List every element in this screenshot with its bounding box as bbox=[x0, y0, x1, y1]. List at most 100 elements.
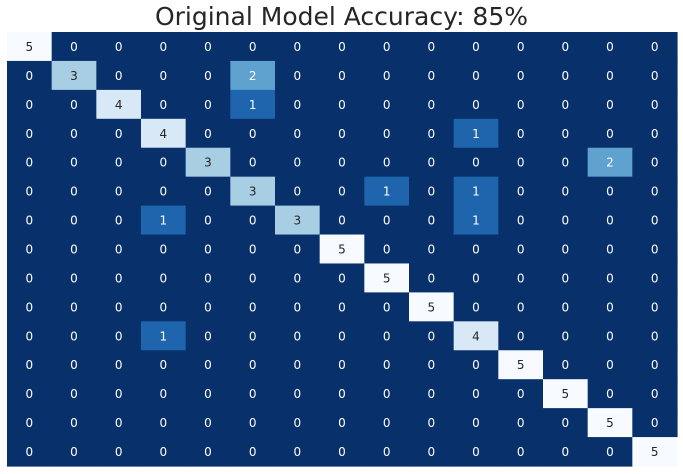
heatmap-cell-r12-c6 bbox=[275, 379, 321, 409]
cell-label-r14-c8: 0 bbox=[383, 445, 391, 459]
cell-label-r13-c11: 0 bbox=[517, 416, 525, 430]
heatmap-cell-r5-c12 bbox=[543, 176, 589, 207]
cell-label-r8-c11: 0 bbox=[517, 271, 525, 285]
cell-label-r7-c4: 0 bbox=[204, 243, 212, 257]
heatmap-cell-r11-c8 bbox=[364, 350, 410, 380]
heatmap-cell-r3-c0 bbox=[7, 118, 53, 149]
cell-label-r4-c3: 0 bbox=[160, 156, 168, 170]
heatmap-cell-r3-c7 bbox=[319, 118, 365, 149]
heatmap-cell-r9-c5 bbox=[230, 292, 276, 322]
heatmap-cell-r9-c6 bbox=[275, 292, 321, 322]
cell-label-r0-c12: 0 bbox=[562, 40, 570, 54]
cell-label-r3-c0: 0 bbox=[26, 127, 34, 141]
cell-label-r6-c6: 3 bbox=[294, 214, 302, 228]
heatmap-cell-r12-c12 bbox=[543, 379, 589, 409]
cell-label-r0-c10: 0 bbox=[472, 40, 480, 54]
heatmap-cell-r12-c9 bbox=[409, 379, 455, 409]
cell-label-r11-c4: 0 bbox=[204, 358, 212, 372]
cell-label-r4-c11: 0 bbox=[517, 156, 525, 170]
heatmap-cell-r1-c13 bbox=[587, 60, 633, 91]
cell-label-r7-c11: 0 bbox=[517, 243, 525, 257]
cell-label-r12-c11: 0 bbox=[517, 387, 525, 401]
heatmap-cell-r7-c4 bbox=[185, 234, 231, 265]
cell-label-r14-c13: 0 bbox=[606, 445, 614, 459]
heatmap-cell-r10-c13 bbox=[587, 321, 633, 351]
heatmap-cell-r10-c6 bbox=[275, 321, 321, 351]
heatmap-cell-r7-c6 bbox=[275, 234, 321, 265]
cell-label-r14-c5: 0 bbox=[249, 445, 257, 459]
heatmap-cell-r0-c1 bbox=[51, 32, 97, 62]
heatmap-cell-r3-c12 bbox=[543, 118, 589, 149]
cell-label-r14-c2: 0 bbox=[115, 445, 123, 459]
cell-label-r13-c2: 0 bbox=[115, 416, 123, 430]
cell-label-r0-c8: 0 bbox=[383, 40, 391, 54]
cell-label-r3-c4: 0 bbox=[204, 127, 212, 141]
heatmap-cell-r3-c5 bbox=[230, 118, 276, 149]
cell-label-r14-c0: 0 bbox=[26, 445, 34, 459]
cell-label-r8-c10: 0 bbox=[472, 271, 480, 285]
cell-label-r13-c5: 0 bbox=[249, 416, 257, 430]
heatmap-cell-r6-c4 bbox=[185, 205, 231, 236]
heatmap-cell-r12-c14 bbox=[632, 379, 678, 409]
heatmap-cell-r4-c7 bbox=[319, 147, 365, 178]
cell-label-r6-c5: 0 bbox=[249, 214, 257, 228]
heatmap-cell-r8-c9 bbox=[409, 263, 455, 293]
cell-label-r12-c5: 0 bbox=[249, 387, 257, 401]
heatmap-cell-r7-c1 bbox=[51, 234, 97, 265]
cell-label-r10-c10: 4 bbox=[472, 329, 480, 343]
heatmap-cell-r6-c1 bbox=[51, 205, 97, 236]
cell-label-r0-c6: 0 bbox=[294, 40, 302, 54]
heatmap-cell-r6-c14 bbox=[632, 205, 678, 236]
cell-label-r9-c0: 0 bbox=[26, 300, 34, 314]
cell-label-r11-c0: 0 bbox=[26, 358, 34, 372]
heatmap-cell-r10-c12 bbox=[543, 321, 589, 351]
heatmap-cell-r4-c13 bbox=[587, 147, 633, 178]
cell-label-r5-c3: 0 bbox=[160, 185, 168, 199]
heatmap-cell-r4-c8 bbox=[364, 147, 410, 178]
cell-label-r4-c2: 0 bbox=[115, 156, 123, 170]
heatmap-cell-r7-c9 bbox=[409, 234, 455, 265]
cell-label-r1-c11: 0 bbox=[517, 69, 525, 83]
heatmap-cell-r5-c6 bbox=[275, 176, 321, 207]
heatmap-cell-r5-c13 bbox=[587, 176, 633, 207]
cell-label-r14-c9: 0 bbox=[428, 445, 436, 459]
cell-label-r13-c14: 0 bbox=[651, 416, 659, 430]
cell-label-r0-c11: 0 bbox=[517, 40, 525, 54]
heatmap-cell-r8-c1 bbox=[51, 263, 97, 293]
cell-label-r3-c12: 0 bbox=[562, 127, 570, 141]
heatmap-cell-r7-c8 bbox=[364, 234, 410, 265]
cell-label-r1-c13: 0 bbox=[606, 69, 614, 83]
heatmap-cell-r8-c4 bbox=[185, 263, 231, 293]
heatmap-cell-r14-c7 bbox=[319, 437, 365, 467]
cell-label-r14-c12: 0 bbox=[562, 445, 570, 459]
cell-label-r11-c1: 0 bbox=[70, 358, 78, 372]
heatmap-cell-r11-c5 bbox=[230, 350, 276, 380]
heatmap-cell-r3-c4 bbox=[185, 118, 231, 149]
heatmap-cell-r5-c11 bbox=[498, 176, 544, 207]
heatmap-cell-r12-c11 bbox=[498, 379, 544, 409]
heatmap-cell-r6-c8 bbox=[364, 205, 410, 236]
cell-label-r6-c0: 0 bbox=[26, 214, 34, 228]
heatmap-cell-r9-c2 bbox=[96, 292, 142, 322]
cell-label-r4-c13: 2 bbox=[606, 156, 614, 170]
heatmap-cell-r9-c10 bbox=[453, 292, 499, 322]
heatmap-cell-r12-c4 bbox=[185, 379, 231, 409]
heatmap-cell-r2-c0 bbox=[7, 89, 53, 120]
cell-label-r9-c6: 0 bbox=[294, 300, 302, 314]
cell-label-r13-c1: 0 bbox=[70, 416, 78, 430]
heatmap-cell-r4-c9 bbox=[409, 147, 455, 178]
heatmap-cell-r12-c3 bbox=[141, 379, 187, 409]
heatmap-cell-r0-c5 bbox=[230, 32, 276, 62]
cell-label-r5-c2: 0 bbox=[115, 185, 123, 199]
heatmap-cell-r7-c11 bbox=[498, 234, 544, 265]
heatmap-cell-r13-c13 bbox=[587, 408, 633, 438]
cell-label-r5-c9: 0 bbox=[428, 185, 436, 199]
heatmap-cell-r3-c8 bbox=[364, 118, 410, 149]
cell-label-r1-c4: 0 bbox=[204, 69, 212, 83]
heatmap-cell-r7-c14 bbox=[632, 234, 678, 265]
cell-label-r5-c13: 0 bbox=[606, 185, 614, 199]
cell-label-r5-c7: 0 bbox=[338, 185, 346, 199]
cell-label-r8-c13: 0 bbox=[606, 271, 614, 285]
heatmap-cell-r9-c8 bbox=[364, 292, 410, 322]
heatmap-cell-r1-c9 bbox=[409, 60, 455, 91]
